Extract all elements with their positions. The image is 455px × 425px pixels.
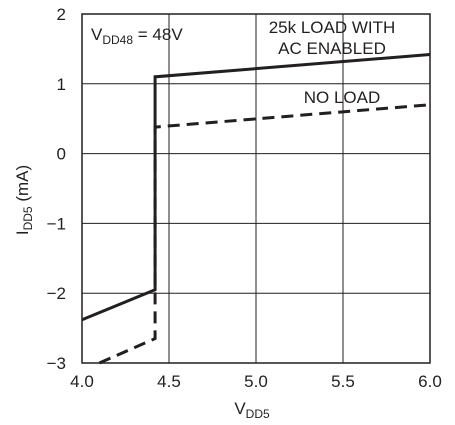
annotation-load-line2: AC ENABLED <box>278 39 386 58</box>
y-tick-label: −3 <box>47 354 66 373</box>
y-tick-label: 2 <box>57 5 66 24</box>
y-axis-label: IDD5 (mA) <box>13 165 35 235</box>
x-axis-label: VDD5 <box>234 399 270 421</box>
y-tick-label: −2 <box>47 284 66 303</box>
x-tick-label: 6.0 <box>418 372 442 391</box>
y-tick-label: −1 <box>47 214 66 233</box>
y-tick-label: 0 <box>57 145 66 164</box>
annotation-no-load: NO LOAD <box>304 88 381 107</box>
y-tick-label: 1 <box>57 75 66 94</box>
series-group <box>81 52 431 365</box>
series-line-no-load <box>98 103 431 365</box>
x-tick-label: 4.0 <box>70 372 94 391</box>
x-tick-label: 5.5 <box>331 372 355 391</box>
annotation-load-line1: 25k LOAD WITH <box>269 18 396 37</box>
plot-frame <box>81 13 431 364</box>
x-tick-label: 4.5 <box>157 372 181 391</box>
condition-label: VDD48 = 48V <box>91 25 183 47</box>
tick-labels: 4.0 4.5 5.0 5.5 6.0 2 1 0 −1 −2 −3 <box>47 5 442 391</box>
x-tick-label: 5.0 <box>244 372 268 391</box>
grid <box>82 14 430 363</box>
